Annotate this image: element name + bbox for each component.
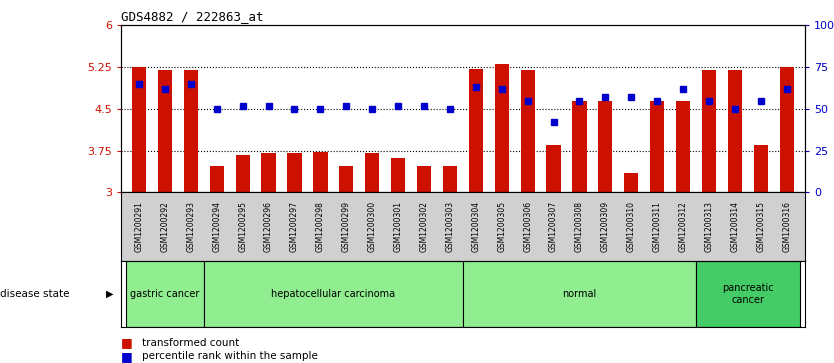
Text: GSM1200303: GSM1200303 [445,201,455,252]
Bar [417,166,431,192]
Bar [702,70,716,192]
Text: GSM1200309: GSM1200309 [600,201,610,252]
Text: GSM1200313: GSM1200313 [705,201,713,252]
Text: GSM1200311: GSM1200311 [653,201,661,252]
Text: GSM1200306: GSM1200306 [523,201,532,252]
Text: ▶: ▶ [106,289,113,299]
Bar [676,101,691,192]
Text: ■: ■ [121,350,133,363]
Text: GSM1200316: GSM1200316 [782,201,791,252]
Text: pancreatic
cancer: pancreatic cancer [722,283,774,305]
Text: GSM1200307: GSM1200307 [549,201,558,252]
Bar [288,154,302,192]
Text: GSM1200310: GSM1200310 [626,201,636,252]
Bar [546,145,560,192]
Bar [158,70,172,192]
Text: percentile rank within the sample: percentile rank within the sample [142,351,318,362]
Text: GSM1200305: GSM1200305 [497,201,506,252]
Bar [262,154,276,192]
Text: GSM1200302: GSM1200302 [420,201,429,252]
Text: GSM1200299: GSM1200299 [342,201,351,252]
Bar [520,70,535,192]
Text: GSM1200315: GSM1200315 [756,201,766,252]
Bar [624,173,638,192]
Bar [572,101,586,192]
Bar [650,101,664,192]
Text: ■: ■ [121,337,133,350]
Bar [203,261,463,327]
Bar [339,166,354,192]
Bar [463,261,696,327]
Text: GSM1200293: GSM1200293 [186,201,195,252]
Bar [365,154,379,192]
Text: GSM1200291: GSM1200291 [134,201,143,252]
Bar [235,155,250,192]
Text: GSM1200298: GSM1200298 [316,201,325,252]
Bar [495,64,509,192]
Text: gastric cancer: gastric cancer [130,289,199,299]
Bar [314,152,328,192]
Bar [209,166,224,192]
Text: transformed count: transformed count [142,338,239,348]
Bar [728,70,742,192]
Text: normal: normal [562,289,596,299]
Text: GSM1200314: GSM1200314 [731,201,740,252]
Text: GSM1200297: GSM1200297 [290,201,299,252]
Bar [132,67,146,192]
Text: GDS4882 / 222863_at: GDS4882 / 222863_at [121,10,264,23]
Bar [183,70,198,192]
Bar [780,67,794,192]
Text: GSM1200292: GSM1200292 [160,201,169,252]
Text: hepatocellular carcinoma: hepatocellular carcinoma [271,289,395,299]
Bar [443,166,457,192]
Text: GSM1200300: GSM1200300 [368,201,377,252]
Text: disease state: disease state [0,289,69,299]
Text: GSM1200295: GSM1200295 [239,201,247,252]
Bar [754,145,768,192]
Text: GSM1200304: GSM1200304 [471,201,480,252]
Bar [469,69,483,192]
Text: GSM1200294: GSM1200294 [213,201,221,252]
Bar [391,158,405,192]
Bar [598,101,612,192]
Text: GSM1200312: GSM1200312 [679,201,687,252]
Bar [696,261,800,327]
Text: GSM1200296: GSM1200296 [264,201,273,252]
Text: GSM1200301: GSM1200301 [394,201,403,252]
Bar [126,261,203,327]
Text: GSM1200308: GSM1200308 [575,201,584,252]
